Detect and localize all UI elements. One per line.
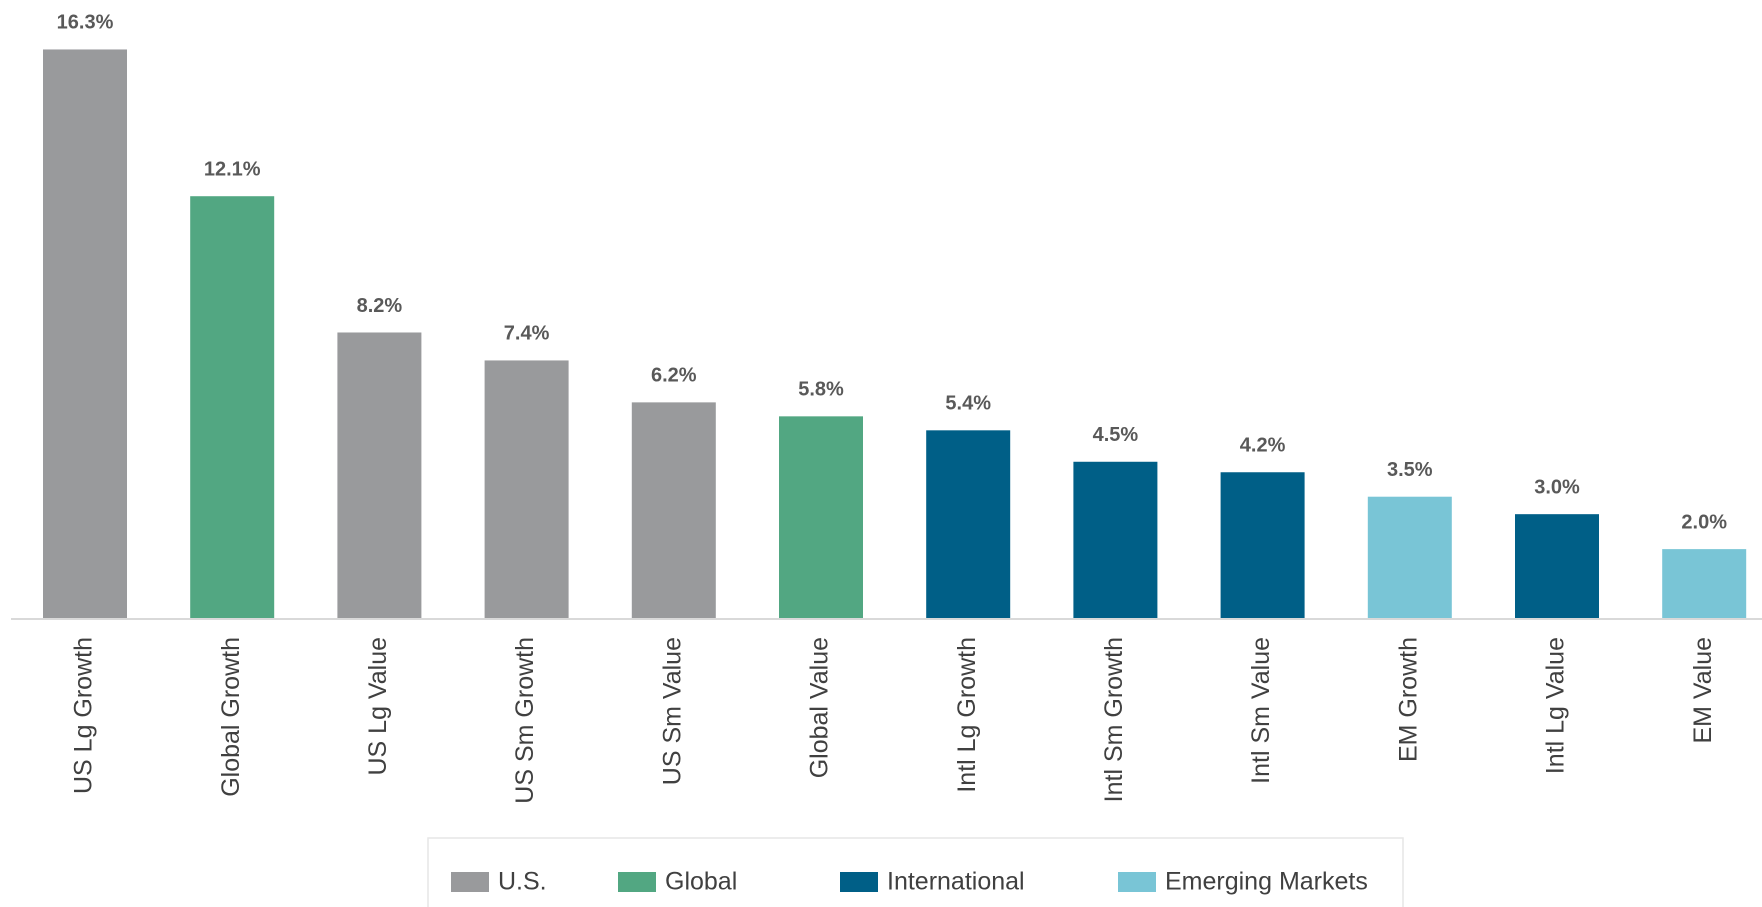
bar [1073, 461, 1158, 619]
bar [1220, 472, 1305, 619]
value-label: 5.4% [945, 393, 991, 415]
bar [631, 402, 716, 619]
value-label: 5.8% [798, 379, 844, 401]
legend-swatch [618, 872, 656, 892]
bar [926, 430, 1011, 619]
value-label: 16.3% [57, 12, 114, 34]
legend-swatch [1118, 872, 1156, 892]
x-tick-label: US Sm Value [658, 637, 686, 785]
value-label: 8.2% [357, 295, 403, 317]
x-tick-label: Intl Lg Growth [953, 637, 981, 793]
bar [190, 196, 275, 619]
x-tick-label: Global Growth [217, 637, 245, 797]
x-tick-label: Intl Sm Growth [1100, 637, 1128, 802]
legend-box [427, 837, 1404, 907]
bar [1367, 496, 1452, 619]
bar [779, 416, 863, 619]
bar [1515, 514, 1599, 619]
x-tick-label: US Sm Growth [511, 637, 539, 804]
value-label: 7.4% [504, 323, 550, 345]
value-label: 3.0% [1534, 476, 1580, 498]
bar [484, 360, 569, 619]
x-tick-label: Intl Sm Value [1247, 637, 1275, 784]
legend-label: U.S. [498, 868, 547, 896]
legend-label: Emerging Markets [1165, 868, 1368, 896]
x-tick-label: US Lg Growth [70, 637, 98, 794]
value-label: 3.5% [1387, 459, 1433, 481]
bar [337, 332, 422, 619]
x-tick-label: Global Value [806, 637, 834, 778]
x-tick-label: EM Value [1689, 637, 1717, 744]
legend-label: International [887, 868, 1025, 896]
value-label: 4.2% [1240, 435, 1286, 457]
bar [43, 49, 127, 620]
x-tick-label: Intl Lg Value [1542, 637, 1570, 774]
x-tick-label: US Lg Value [364, 637, 392, 776]
legend-label: Global [665, 868, 737, 896]
value-label: 2.0% [1681, 511, 1727, 533]
x-tick-label: EM Growth [1394, 637, 1422, 762]
bar [1662, 549, 1747, 619]
value-label: 4.5% [1093, 424, 1139, 446]
value-label: 6.2% [651, 365, 697, 387]
legend-swatch [840, 872, 878, 892]
value-label: 12.1% [204, 158, 261, 180]
legend-swatch [451, 872, 489, 892]
